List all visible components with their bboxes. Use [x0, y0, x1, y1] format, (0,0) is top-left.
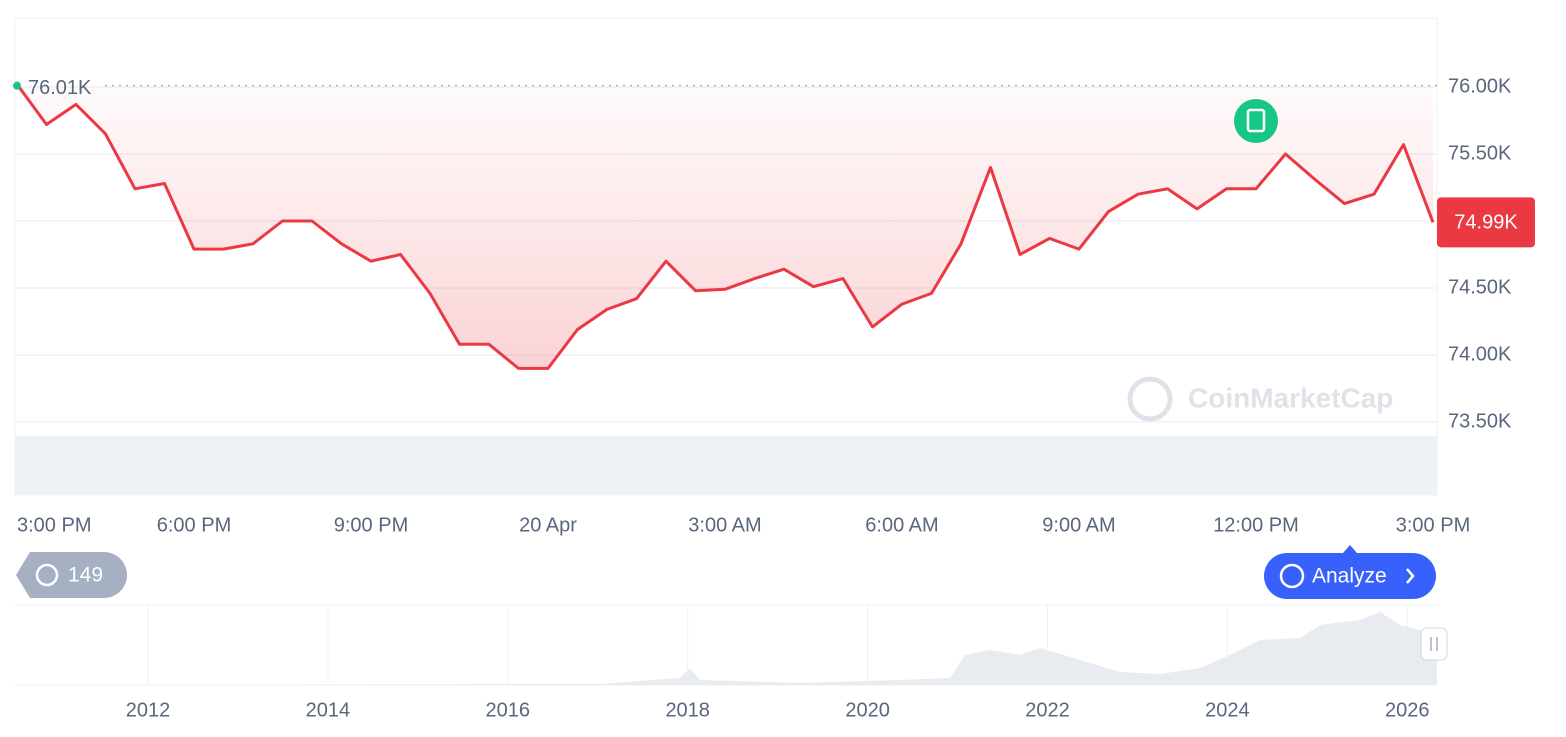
x-tick-label: 9:00 PM: [334, 514, 408, 536]
navigator-tick-label: 2024: [1205, 699, 1250, 721]
x-tick-label: 9:00 AM: [1042, 514, 1115, 536]
x-tick-label: 6:00 AM: [865, 514, 938, 536]
watermark: CoinMarketCap: [1188, 382, 1393, 413]
navigator-tick-label: 2022: [1025, 699, 1070, 721]
button-pointer: [1343, 545, 1357, 553]
y-tick-label: 75.50K: [1448, 142, 1512, 164]
y-tick-label: 73.50K: [1448, 410, 1512, 432]
analyze-label: Analyze: [1312, 565, 1387, 588]
price-line: [15, 83, 1435, 370]
watermark-logo: [1127, 376, 1173, 422]
plot: 73.50K74.00K74.50K75.00K75.50K76.00K3:00…: [13, 75, 1535, 536]
navigator-tick-label: 2016: [486, 699, 531, 721]
navigator-tick-label: 2012: [126, 699, 171, 721]
high-label: 76.01K: [28, 77, 92, 99]
current-price-badge: [1437, 197, 1535, 248]
analyze-icon: [1279, 563, 1305, 589]
chevron: [1406, 568, 1415, 584]
x-tick-label: 3:00 PM: [1396, 514, 1470, 536]
navigator-area: [15, 612, 1437, 685]
navigator-tick-label: 2018: [665, 699, 710, 721]
history-icon: [35, 563, 59, 587]
x-tick-label: 12:00 PM: [1213, 514, 1299, 536]
navigator-tick-label: 2026: [1385, 699, 1430, 721]
history-count: 149: [68, 564, 103, 587]
navigator-tick-label: 2014: [306, 699, 351, 721]
x-tick-label: 20 Apr: [519, 514, 577, 536]
start-dot: [13, 81, 21, 90]
volume-area: [15, 436, 1437, 495]
history-badge[interactable]: [16, 552, 128, 598]
x-tick-label: 3:00 PM: [17, 514, 91, 536]
y-tick-label: 74.50K: [1448, 276, 1512, 298]
navigator-tick-label: 2020: [845, 699, 890, 721]
analyze-button[interactable]: [1264, 553, 1436, 599]
current-price-label: 74.99K: [1454, 212, 1518, 234]
y-tick-label: 74.00K: [1448, 343, 1512, 365]
navigator: 2012 2014 2016 2018 2020 2022 2024 2026: [126, 605, 1430, 721]
navigator-handle[interactable]: [1420, 627, 1448, 661]
y-tick-label: 76.00K: [1448, 75, 1512, 97]
news-icon[interactable]: [1234, 99, 1278, 143]
x-tick-label: 3:00 AM: [688, 514, 761, 536]
area: [17, 84, 1433, 369]
x-tick-label: 6:00 PM: [157, 514, 231, 536]
news-icon-glyph: [1246, 108, 1266, 133]
